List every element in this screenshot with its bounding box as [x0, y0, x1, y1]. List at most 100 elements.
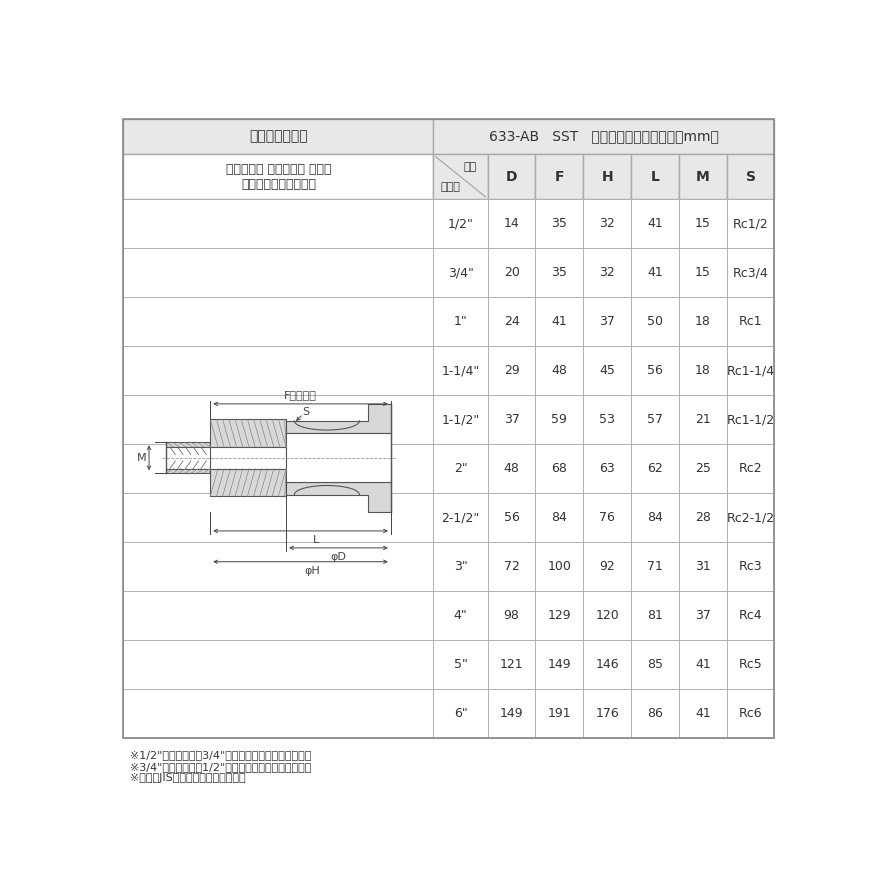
Text: 位置: 位置 [463, 162, 477, 172]
Bar [583, 591, 631, 640]
Bar [535, 444, 583, 493]
Text: 1-1/4": 1-1/4" [442, 364, 480, 377]
Text: 41: 41 [695, 658, 710, 671]
Bar [488, 493, 535, 542]
Bar [631, 199, 679, 248]
Polygon shape [210, 420, 286, 447]
Text: 84: 84 [552, 511, 568, 524]
Text: 32: 32 [599, 217, 615, 230]
Text: 37: 37 [599, 315, 615, 328]
Text: 48: 48 [552, 364, 568, 377]
Bar [631, 395, 679, 444]
Text: 120: 120 [596, 609, 619, 622]
Text: カムアーム継手: カムアーム継手 [249, 130, 307, 144]
Polygon shape [166, 442, 210, 447]
Text: Rc5: Rc5 [738, 658, 762, 671]
Text: 84: 84 [647, 511, 663, 524]
Bar [535, 493, 583, 542]
Bar [434, 689, 488, 738]
Text: 4": 4" [454, 609, 468, 622]
Bar [124, 591, 434, 640]
Bar [727, 199, 774, 248]
Text: 31: 31 [695, 560, 710, 573]
Text: 48: 48 [504, 462, 519, 475]
Text: Rc6: Rc6 [738, 707, 762, 720]
Bar [727, 591, 774, 640]
Bar [679, 640, 727, 689]
Text: 53: 53 [599, 413, 615, 426]
Bar [631, 154, 679, 199]
Text: 21: 21 [695, 413, 710, 426]
Bar [727, 640, 774, 689]
Bar [583, 199, 631, 248]
Text: 1-1/2": 1-1/2" [442, 413, 480, 426]
Text: 56: 56 [504, 511, 519, 524]
Polygon shape [286, 483, 391, 512]
Bar [583, 640, 631, 689]
Polygon shape [210, 447, 286, 469]
Bar [434, 493, 488, 542]
Bar [535, 199, 583, 248]
Bar [124, 119, 434, 154]
Bar [124, 297, 434, 346]
Text: L: L [651, 170, 660, 184]
Bar [124, 493, 434, 542]
Bar [124, 248, 434, 297]
Text: Rc3/4: Rc3/4 [732, 266, 768, 279]
Bar [727, 248, 774, 297]
Bar [488, 542, 535, 591]
Bar [727, 346, 774, 395]
Bar [488, 591, 535, 640]
Bar [535, 154, 583, 199]
Text: ※ネジはJIS管用テーパーネジです。: ※ネジはJIS管用テーパーネジです。 [130, 774, 245, 783]
Bar [124, 346, 434, 395]
Bar [535, 542, 583, 591]
Text: D: D [505, 170, 518, 184]
Bar [679, 493, 727, 542]
Text: 5": 5" [454, 658, 468, 671]
Bar [631, 591, 679, 640]
Bar [631, 248, 679, 297]
Bar [631, 444, 679, 493]
Text: S: S [302, 406, 309, 417]
Bar [727, 444, 774, 493]
Text: 76: 76 [599, 511, 615, 524]
Polygon shape [286, 433, 391, 483]
Bar [535, 248, 583, 297]
Text: 68: 68 [552, 462, 568, 475]
Bar [679, 199, 727, 248]
Text: Rc4: Rc4 [738, 609, 762, 622]
Text: S: S [745, 170, 756, 184]
Text: 24: 24 [504, 315, 519, 328]
Text: 37: 37 [504, 413, 519, 426]
Text: 15: 15 [695, 217, 710, 230]
Bar [488, 640, 535, 689]
Bar [727, 493, 774, 542]
Text: F: F [555, 170, 564, 184]
Text: Rc3: Rc3 [738, 560, 762, 573]
Text: 41: 41 [552, 315, 568, 328]
Bar [679, 591, 727, 640]
Text: カムロック アダプター メネジ: カムロック アダプター メネジ [226, 163, 331, 175]
Text: φH: φH [304, 566, 320, 576]
Text: 29: 29 [504, 364, 519, 377]
Bar [124, 689, 434, 738]
Text: 2-1/2": 2-1/2" [442, 511, 480, 524]
Text: 20: 20 [504, 266, 519, 279]
Bar [434, 346, 488, 395]
Text: 92: 92 [599, 560, 615, 573]
Bar [124, 640, 434, 689]
Bar [679, 542, 727, 591]
Text: 41: 41 [647, 266, 663, 279]
Text: 41: 41 [695, 707, 710, 720]
Bar [631, 493, 679, 542]
Bar [124, 154, 434, 199]
Bar [535, 640, 583, 689]
Bar [434, 297, 488, 346]
Bar [679, 297, 727, 346]
Text: 35: 35 [552, 217, 568, 230]
Text: 28: 28 [695, 511, 710, 524]
Bar [488, 346, 535, 395]
Bar [631, 542, 679, 591]
Text: Rc1-1/4: Rc1-1/4 [726, 364, 774, 377]
